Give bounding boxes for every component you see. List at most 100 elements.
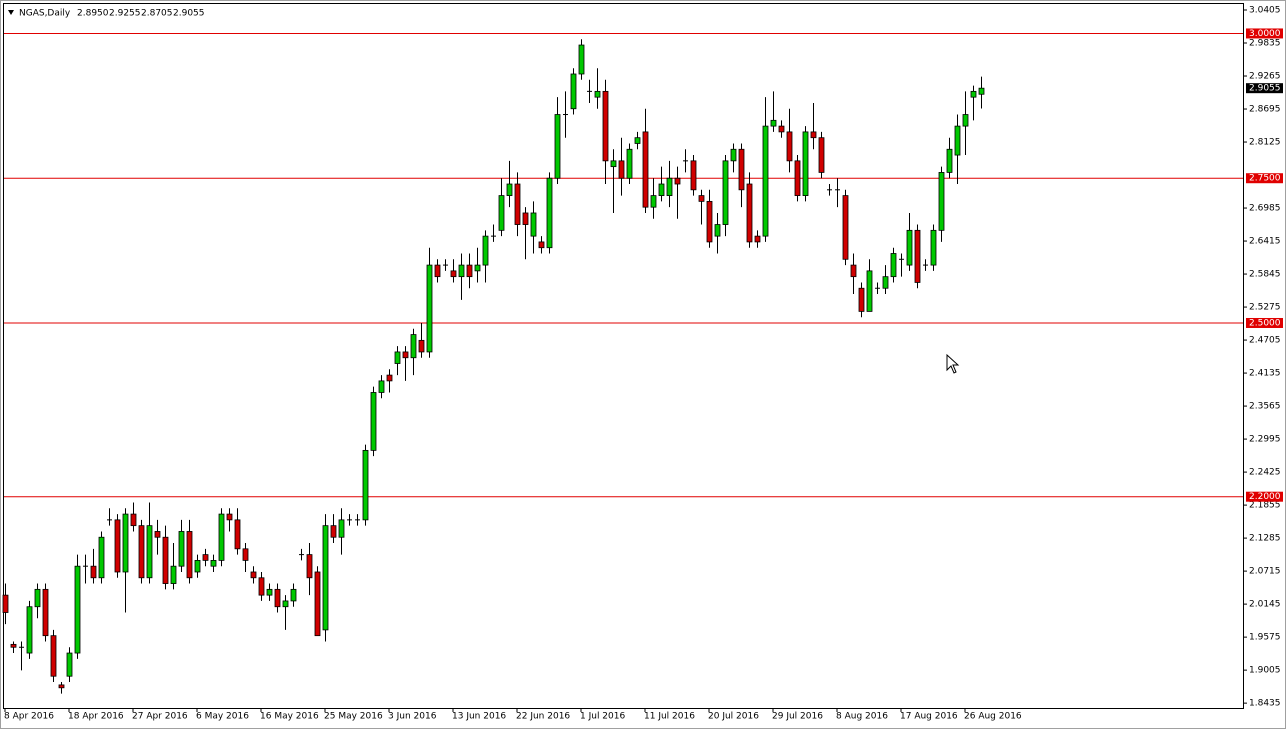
- candle-body: [290, 588, 297, 602]
- y-tick-label: 2.4705: [1249, 336, 1281, 346]
- candle-body: [866, 270, 873, 312]
- candle-body: [362, 449, 369, 521]
- candle-body: [794, 160, 801, 196]
- candle-body: [634, 137, 641, 144]
- candle-body: [978, 87, 985, 95]
- candle-body: [498, 195, 505, 231]
- candle-body: [322, 525, 329, 631]
- candle-body: [226, 513, 233, 521]
- candle-body: [146, 525, 153, 579]
- candle-body: [954, 125, 961, 156]
- candle-body: [170, 565, 177, 584]
- candle-body: [130, 513, 137, 527]
- candle-body: [42, 588, 49, 637]
- candle-body: [594, 90, 601, 98]
- x-tick-label: 8 Aug 2016: [836, 712, 888, 722]
- menu-arrow[interactable]: [8, 10, 14, 15]
- candle-body: [266, 588, 273, 596]
- candle-body: [938, 172, 945, 231]
- candle-body: [626, 148, 633, 179]
- candle-body: [474, 264, 481, 272]
- candle-body: [546, 177, 553, 249]
- candle-body: [914, 229, 921, 283]
- candle-body: [738, 148, 745, 191]
- x-tick-label: 25 May 2016: [324, 712, 383, 722]
- level-label: 2.5000: [1249, 318, 1281, 328]
- y-tick-label: 1.8435: [1249, 699, 1281, 709]
- x-tick-label: 3 Jun 2016: [388, 712, 437, 722]
- candle-body: [98, 536, 105, 579]
- candle-body: [506, 183, 513, 196]
- y-tick-label: 2.2425: [1249, 468, 1281, 478]
- x-tick-label: 29 Jul 2016: [772, 712, 823, 722]
- x-tick-label: 13 Jun 2016: [452, 712, 506, 722]
- candle-body: [258, 577, 265, 596]
- candle-body: [602, 90, 609, 162]
- candle-body: [234, 519, 241, 550]
- candle-body: [730, 148, 737, 162]
- x-tick-label: 8 Apr 2016: [4, 712, 54, 722]
- candle-body: [786, 131, 793, 162]
- y-tick-label: 2.8695: [1249, 105, 1281, 115]
- y-tick-label: 2.5275: [1249, 303, 1281, 313]
- y-tick-label: 2.0715: [1249, 567, 1281, 577]
- x-tick-label: 6 May 2016: [196, 712, 249, 722]
- candle-body: [706, 200, 713, 243]
- candle-body: [26, 606, 33, 654]
- candle-body: [274, 588, 281, 608]
- candle-body: [530, 212, 537, 237]
- candle-body: [570, 73, 577, 110]
- candle-body: [250, 571, 257, 579]
- candle-body: [714, 224, 721, 237]
- header-open: 2.8950: [77, 9, 109, 19]
- candle-body: [650, 195, 657, 208]
- candle-body: [930, 229, 937, 266]
- candle-body: [850, 264, 857, 278]
- y-tick-label: 1.9005: [1249, 666, 1281, 676]
- y-tick-label: 1.9575: [1249, 633, 1281, 643]
- x-tick-label: 20 Jul 2016: [708, 712, 759, 722]
- candle-body: [418, 339, 425, 353]
- candle-body: [514, 183, 521, 225]
- candle-body: [722, 160, 729, 225]
- header-low: 2.8705: [141, 9, 173, 19]
- candle-body: [538, 241, 545, 249]
- level-label-box: [1246, 173, 1283, 184]
- candle-body: [858, 287, 865, 312]
- candle-body: [642, 131, 649, 208]
- candle-body: [666, 177, 673, 196]
- level-label: 2.2000: [1249, 492, 1281, 502]
- candle-body: [698, 195, 705, 202]
- candle-body: [906, 229, 913, 266]
- candle-body: [618, 160, 625, 179]
- candle-body: [674, 177, 681, 185]
- y-tick-label: 2.6985: [1249, 204, 1281, 214]
- level-label-box: [1246, 317, 1283, 328]
- candle-body: [434, 264, 441, 278]
- candle-body: [10, 643, 17, 648]
- candle-body: [370, 392, 377, 451]
- candle-body: [50, 635, 57, 677]
- candle-body: [426, 264, 433, 353]
- candle-body: [386, 374, 393, 382]
- y-tick-label: 2.9265: [1249, 72, 1281, 82]
- candle-body: [402, 351, 409, 359]
- y-tick-label: 2.3565: [1249, 402, 1281, 412]
- level-label: 3.0000: [1249, 29, 1281, 39]
- candle-body: [946, 148, 953, 173]
- candle-body: [890, 253, 897, 278]
- plot-frame: [3, 3, 1244, 709]
- candle-body: [882, 276, 889, 289]
- candle-body: [178, 531, 185, 567]
- candle-body: [138, 525, 145, 579]
- candle-body: [122, 513, 129, 573]
- candle-body: [378, 380, 385, 393]
- level-label-box: [1246, 28, 1283, 39]
- candle-body: [818, 137, 825, 173]
- y-tick-label: 2.1855: [1249, 501, 1281, 511]
- candle-body: [746, 183, 753, 243]
- x-tick-label: 27 Apr 2016: [132, 712, 188, 722]
- candle-body: [314, 571, 321, 637]
- price-label: 2.9055: [1249, 84, 1281, 94]
